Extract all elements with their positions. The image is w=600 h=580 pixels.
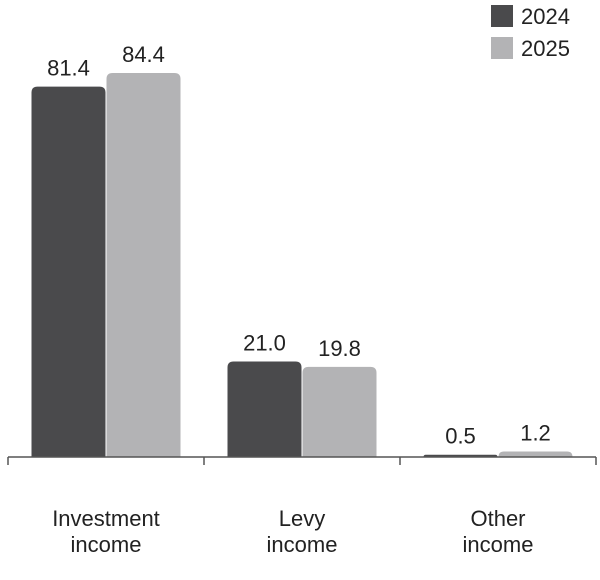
x-axis-ticks	[7, 457, 597, 465]
legend-swatch-2024	[491, 5, 513, 27]
bar-value-label: 1.2	[520, 421, 551, 446]
category-label: income	[267, 532, 338, 557]
bar-value-label: 19.8	[318, 336, 361, 361]
bar-2025-2	[498, 451, 573, 457]
bar-2025-1	[302, 366, 377, 457]
category-label: Other	[470, 506, 525, 531]
legend-label-2024: 2024	[521, 4, 570, 29]
legend: 2024 2025	[491, 4, 570, 61]
legend-swatch-2025	[491, 37, 513, 59]
bar-value-label: 81.4	[47, 56, 90, 81]
category-label: Levy	[279, 506, 325, 531]
value-labels-group: 81.4 84.4 21.0 19.8 0.5 1.2	[47, 42, 551, 449]
bars-group	[31, 73, 573, 457]
bar-value-label: 0.5	[445, 424, 476, 449]
legend-label-2025: 2025	[521, 36, 570, 61]
bar-2025-0	[106, 73, 181, 457]
bar-2024-1	[227, 361, 302, 457]
bar-2024-0	[31, 86, 106, 457]
bar-value-label: 21.0	[243, 330, 286, 355]
bar-value-label: 84.4	[122, 42, 165, 67]
category-label: income	[463, 532, 534, 557]
category-label: income	[71, 532, 142, 557]
category-label: Investment	[52, 506, 160, 531]
